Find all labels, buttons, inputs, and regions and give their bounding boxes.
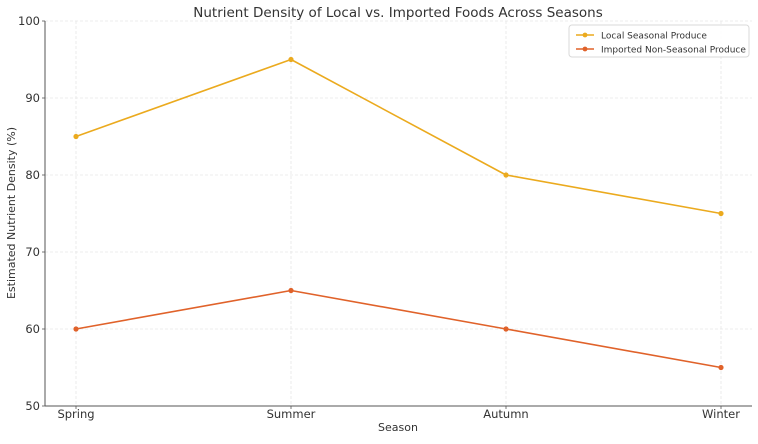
axes	[42, 20, 752, 409]
legend-items: Local Seasonal Produce Imported Non-Seaso…	[576, 32, 746, 56]
legend-label: Imported Non-Seasonal Produce	[601, 46, 746, 56]
data-point	[73, 133, 79, 140]
x-axis-label: Season	[378, 421, 418, 434]
data-point	[288, 287, 294, 294]
x-tick-label: Spring	[57, 407, 94, 421]
series-line-2	[75, 289, 722, 369]
y-tick-label: 60	[25, 322, 40, 336]
data-point	[718, 364, 724, 371]
series-lines	[73, 56, 724, 371]
chart-title: Nutrient Density of Local vs. Imported F…	[193, 5, 603, 21]
grid-lines	[45, 20, 752, 406]
legend-marker	[582, 32, 588, 38]
legend-label: Local Seasonal Produce	[601, 32, 707, 42]
x-tick-label: Autumn	[483, 407, 528, 421]
x-tick-label: Winter	[702, 407, 740, 421]
legend-box	[568, 24, 750, 58]
data-point	[718, 210, 724, 217]
y-tick-label: 100	[18, 14, 40, 28]
data-point	[503, 326, 509, 332]
tick-labels: 50 60 70 80 90 100 Spring Summer Autumn Winter	[18, 14, 740, 421]
y-tick-label: 70	[25, 245, 40, 259]
series-line-1	[75, 58, 722, 215]
legend: Local Seasonal Produce Imported Non-Seaso…	[568, 24, 750, 58]
x-tick-label: Summer	[267, 407, 316, 421]
data-point	[503, 172, 509, 178]
data-point	[73, 326, 79, 332]
y-tick-label: 90	[25, 91, 40, 105]
y-tick-label: 50	[25, 399, 40, 413]
y-axis-label: Estimated Nutrient Density (%)	[5, 127, 18, 299]
legend-marker	[582, 46, 588, 52]
y-tick-label: 80	[25, 168, 40, 182]
data-point	[288, 56, 294, 63]
